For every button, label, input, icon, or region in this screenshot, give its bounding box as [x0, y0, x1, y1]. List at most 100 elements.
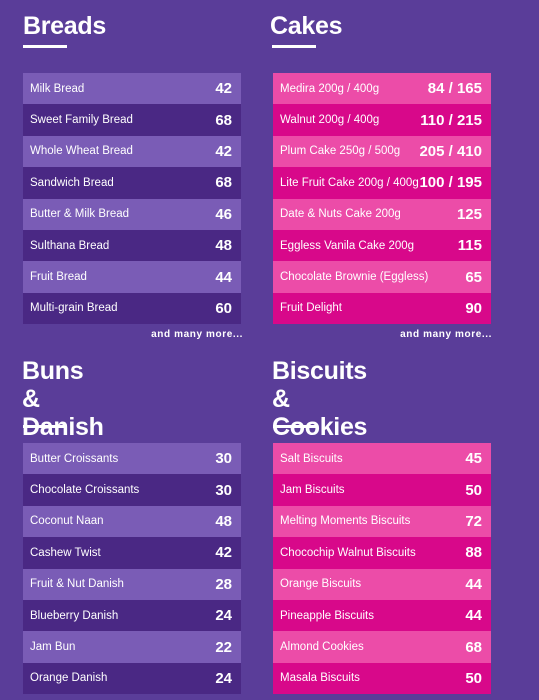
- cakes-more-note: and many more...: [400, 329, 492, 340]
- menu-row: Sandwich Bread 68: [23, 167, 241, 199]
- menu-row: Multi-grain Bread 60: [23, 292, 241, 325]
- item-price: 115: [457, 237, 482, 255]
- item-price: 90: [465, 299, 482, 317]
- item-price: 60: [215, 299, 232, 317]
- item-name: Salt Biscuits: [280, 452, 343, 465]
- breads-table: Milk Bread 42 Sweet Family Bread 68 Whole …: [23, 73, 241, 325]
- menu-row: Walnut 200g / 400g 110 / 215: [273, 104, 491, 136]
- item-price: 88: [465, 544, 482, 562]
- item-price: 68: [215, 174, 232, 192]
- item-price: 44: [215, 268, 232, 286]
- item-name: Fruit & Nut Danish: [30, 578, 124, 591]
- item-name: Date & Nuts Cake 200g: [280, 208, 401, 221]
- breads-heading: Breads: [23, 12, 106, 40]
- item-price: 42: [215, 142, 232, 160]
- menu-row: Fruit Bread 44: [23, 261, 241, 293]
- menu-row: Pineapple Biscuits 44: [273, 599, 491, 632]
- item-price: 65: [465, 268, 482, 286]
- menu-row: Plum Cake 250g / 500g 205 / 410: [273, 135, 491, 168]
- cakes-table: Medira 200g / 400g 84 / 165 Walnut 200g /…: [273, 73, 491, 325]
- item-price: 72: [465, 512, 482, 530]
- item-price: 68: [215, 111, 232, 129]
- menu-row: Chocolate Croissants 30: [23, 474, 241, 506]
- item-price: 46: [215, 205, 232, 223]
- menu-row: Almond Cookies 68: [273, 631, 491, 663]
- menu-row: Chocochip Walnut Biscuits 88: [273, 537, 491, 569]
- item-name: Multi-grain Bread: [30, 302, 118, 315]
- menu-row: Coconut Naan 48: [23, 505, 241, 538]
- item-price: 22: [215, 638, 232, 656]
- item-name: Orange Biscuits: [280, 578, 362, 591]
- item-name: Melting Moments Biscuits: [280, 515, 411, 528]
- menu-row: Jam Bun 22: [23, 631, 241, 663]
- menu-row: Whole Wheat Bread 42: [23, 135, 241, 168]
- item-name: Fruit Bread: [30, 271, 87, 284]
- cakes-underline: [272, 45, 316, 48]
- menu-row: Butter Croissants 30: [23, 443, 241, 475]
- menu-row: Sulthana Bread 48: [23, 229, 241, 262]
- buns-underline: [23, 425, 67, 428]
- item-name: Eggless Vanila Cake 200g: [280, 239, 415, 252]
- menu-row: Cashew Twist 42: [23, 537, 241, 569]
- item-name: Jam Bun: [30, 641, 76, 654]
- item-price: 44: [465, 607, 482, 625]
- biscuits-table: Salt Biscuits 45 Jam Biscuits 50 Melting M…: [273, 443, 491, 695]
- cakes-heading: Cakes: [270, 12, 343, 40]
- breads-underline: [23, 45, 67, 48]
- item-name: Butter & Milk Bread: [30, 208, 130, 221]
- menu-row: Chocolate Brownie (Eggless) 65: [273, 261, 491, 293]
- item-name: Fruit Delight: [280, 302, 342, 315]
- item-name: Chocolate Brownie (Eggless): [280, 271, 429, 284]
- item-name: Lite Fruit Cake 200g / 400g: [280, 176, 419, 189]
- item-price: 30: [215, 481, 232, 499]
- menu-row: Jam Biscuits 50: [273, 474, 491, 506]
- item-price: 24: [215, 669, 232, 687]
- menu-row: Orange Biscuits 44: [273, 568, 491, 600]
- buns-table: Butter Croissants 30 Chocolate Croissants…: [23, 443, 241, 695]
- item-name: Sweet Family Bread: [30, 114, 133, 127]
- menu-row: Fruit Delight 90: [273, 292, 491, 325]
- menu-row: Milk Bread 42: [23, 73, 241, 105]
- biscuits-heading: Biscuits & Cookies: [272, 357, 367, 441]
- item-price: 84 / 165: [427, 80, 482, 98]
- menu-row: Date & Nuts Cake 200g 125: [273, 198, 491, 230]
- item-name: Plum Cake 250g / 500g: [280, 145, 401, 158]
- item-name: Chocolate Croissants: [30, 484, 140, 497]
- item-price: 125: [456, 205, 482, 223]
- menu-row: Eggless Vanila Cake 200g 115: [273, 229, 491, 262]
- biscuits-underline: [273, 425, 317, 428]
- item-name: Almond Cookies: [280, 641, 364, 654]
- item-price: 68: [465, 638, 482, 656]
- item-price: 205 / 410: [419, 142, 482, 160]
- item-name: Walnut 200g / 400g: [280, 114, 380, 127]
- menu-row: Butter & Milk Bread 46: [23, 198, 241, 230]
- item-name: Chocochip Walnut Biscuits: [280, 546, 416, 559]
- item-price: 30: [215, 450, 232, 468]
- item-price: 48: [215, 237, 232, 255]
- item-name: Jam Biscuits: [280, 484, 345, 497]
- menu-row: Masala Biscuits 50: [273, 662, 491, 695]
- item-price: 24: [215, 607, 232, 625]
- buns-heading: Buns & Danish: [22, 357, 104, 441]
- item-name: Cashew Twist: [30, 546, 101, 559]
- item-name: Masala Biscuits: [280, 672, 360, 685]
- item-price: 50: [465, 481, 482, 499]
- item-name: Sandwich Bread: [30, 176, 114, 189]
- menu-row: Lite Fruit Cake 200g / 400g 100 / 195: [273, 167, 491, 199]
- item-price: 100 / 195: [419, 174, 482, 192]
- menu-row: Blueberry Danish 24: [23, 599, 241, 632]
- item-name: Whole Wheat Bread: [30, 145, 133, 158]
- biscuits-heading-line1: Biscuits &: [272, 357, 367, 413]
- item-name: Butter Croissants: [30, 452, 119, 465]
- item-price: 42: [215, 80, 232, 98]
- item-name: Pineapple Biscuits: [280, 609, 374, 622]
- item-name: Orange Danish: [30, 672, 108, 685]
- buns-heading-line1: Buns &: [22, 357, 84, 413]
- item-name: Sulthana Bread: [30, 239, 110, 252]
- menu-row: Orange Danish 24: [23, 662, 241, 695]
- item-price: 110 / 215: [420, 111, 482, 129]
- menu-row: Melting Moments Biscuits 72: [273, 505, 491, 538]
- item-name: Milk Bread: [30, 82, 85, 95]
- menu-row: Sweet Family Bread 68: [23, 104, 241, 136]
- item-price: 50: [465, 669, 482, 687]
